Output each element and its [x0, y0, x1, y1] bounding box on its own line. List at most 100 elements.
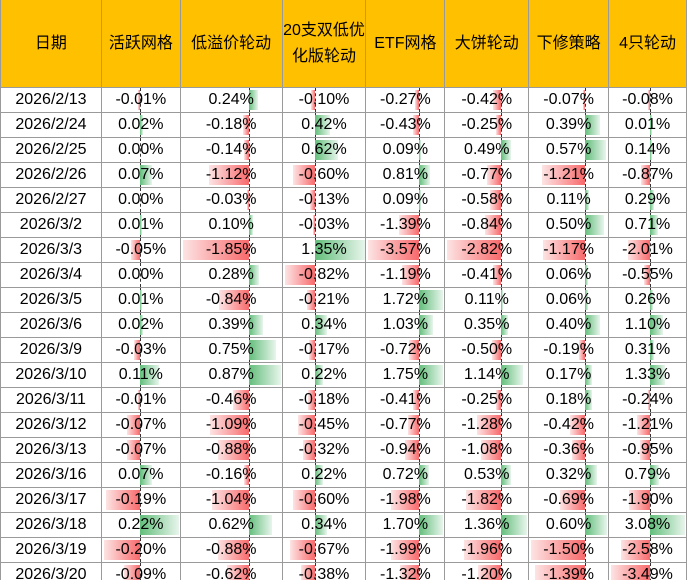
return-cell[interactable]: -0.20%: [100, 537, 181, 563]
return-cell[interactable]: -0.27%: [365, 87, 446, 113]
return-cell[interactable]: -1.04%: [179, 487, 283, 513]
return-cell[interactable]: 0.07%: [100, 462, 181, 488]
return-cell[interactable]: 0.02%: [100, 112, 181, 138]
return-cell[interactable]: 0.71%: [608, 212, 687, 238]
return-cell[interactable]: -0.50%: [444, 337, 530, 363]
return-cell[interactable]: 1.14%: [444, 362, 530, 388]
return-cell[interactable]: 0.00%: [100, 262, 181, 288]
return-cell[interactable]: 0.34%: [281, 312, 367, 338]
return-cell[interactable]: 0.32%: [528, 462, 610, 488]
return-cell[interactable]: 0.11%: [528, 187, 610, 213]
return-cell[interactable]: -0.09%: [100, 562, 181, 580]
return-cell[interactable]: 0.53%: [444, 462, 530, 488]
date-cell[interactable]: 2026/3/5: [0, 287, 102, 313]
return-cell[interactable]: -2.82%: [444, 237, 530, 263]
return-cell[interactable]: -0.18%: [281, 387, 367, 413]
return-cell[interactable]: 0.07%: [100, 162, 181, 188]
return-cell[interactable]: 0.22%: [281, 362, 367, 388]
return-cell[interactable]: -1.85%: [179, 237, 283, 263]
return-cell[interactable]: -1.50%: [528, 537, 610, 563]
return-cell[interactable]: -0.07%: [528, 87, 610, 113]
return-cell[interactable]: 0.60%: [528, 512, 610, 538]
return-cell[interactable]: -0.16%: [179, 462, 283, 488]
return-cell[interactable]: 0.00%: [100, 187, 181, 213]
return-cell[interactable]: -0.14%: [179, 137, 283, 163]
return-cell[interactable]: 0.29%: [608, 187, 687, 213]
header-strategy[interactable]: 下修策略: [528, 0, 610, 88]
return-cell[interactable]: -0.88%: [179, 537, 283, 563]
return-cell[interactable]: -0.19%: [528, 337, 610, 363]
return-cell[interactable]: -0.42%: [528, 412, 610, 438]
return-cell[interactable]: -0.08%: [608, 87, 687, 113]
return-cell[interactable]: -1.09%: [179, 412, 283, 438]
return-cell[interactable]: 0.79%: [608, 462, 687, 488]
return-cell[interactable]: -0.60%: [281, 162, 367, 188]
date-cell[interactable]: 2026/3/3: [0, 237, 102, 263]
return-cell[interactable]: 3.08%: [608, 512, 687, 538]
date-cell[interactable]: 2026/2/25: [0, 137, 102, 163]
return-cell[interactable]: 0.00%: [100, 137, 181, 163]
return-cell[interactable]: -0.07%: [100, 412, 181, 438]
return-cell[interactable]: 1.36%: [444, 512, 530, 538]
return-cell[interactable]: -0.25%: [444, 387, 530, 413]
return-cell[interactable]: -0.82%: [281, 262, 367, 288]
date-cell[interactable]: 2026/3/11: [0, 387, 102, 413]
return-cell[interactable]: 0.49%: [444, 137, 530, 163]
header-strategy[interactable]: 4只轮动: [608, 0, 687, 88]
date-cell[interactable]: 2026/3/13: [0, 437, 102, 463]
return-cell[interactable]: 0.01%: [100, 212, 181, 238]
return-cell[interactable]: 0.01%: [100, 287, 181, 313]
return-cell[interactable]: -0.88%: [179, 437, 283, 463]
return-cell[interactable]: -2.58%: [608, 537, 687, 563]
return-cell[interactable]: 0.09%: [365, 187, 446, 213]
return-cell[interactable]: 0.11%: [100, 362, 181, 388]
header-strategy[interactable]: 20支双低优化版轮动: [281, 0, 367, 88]
return-cell[interactable]: -0.45%: [281, 412, 367, 438]
return-cell[interactable]: -1.28%: [444, 412, 530, 438]
date-cell[interactable]: 2026/3/10: [0, 362, 102, 388]
return-cell[interactable]: -0.77%: [444, 162, 530, 188]
return-cell[interactable]: -1.39%: [528, 562, 610, 580]
return-cell[interactable]: 0.50%: [528, 212, 610, 238]
return-cell[interactable]: 0.87%: [179, 362, 283, 388]
return-cell[interactable]: 0.01%: [608, 112, 687, 138]
return-cell[interactable]: 0.35%: [444, 312, 530, 338]
date-cell[interactable]: 2026/3/6: [0, 312, 102, 338]
return-cell[interactable]: -0.87%: [608, 162, 687, 188]
date-cell[interactable]: 2026/2/13: [0, 87, 102, 113]
return-cell[interactable]: -0.55%: [608, 262, 687, 288]
return-cell[interactable]: 0.02%: [100, 312, 181, 338]
return-cell[interactable]: 0.26%: [608, 287, 687, 313]
date-cell[interactable]: 2026/2/26: [0, 162, 102, 188]
return-cell[interactable]: 0.10%: [179, 212, 283, 238]
header-strategy[interactable]: 活跃网格: [100, 0, 181, 88]
return-cell[interactable]: -1.17%: [528, 237, 610, 263]
return-cell[interactable]: -1.32%: [365, 562, 446, 580]
date-cell[interactable]: 2026/3/4: [0, 262, 102, 288]
return-cell[interactable]: -1.96%: [444, 537, 530, 563]
return-cell[interactable]: -0.58%: [444, 187, 530, 213]
return-cell[interactable]: 1.10%: [608, 312, 687, 338]
return-cell[interactable]: -1.98%: [365, 487, 446, 513]
return-cell[interactable]: 0.17%: [528, 362, 610, 388]
date-cell[interactable]: 2026/3/16: [0, 462, 102, 488]
return-cell[interactable]: -0.32%: [281, 437, 367, 463]
date-cell[interactable]: 2026/3/2: [0, 212, 102, 238]
return-cell[interactable]: -0.03%: [100, 337, 181, 363]
return-cell[interactable]: -0.10%: [281, 87, 367, 113]
return-cell[interactable]: -0.01%: [100, 387, 181, 413]
return-cell[interactable]: -0.84%: [444, 212, 530, 238]
return-cell[interactable]: -1.90%: [608, 487, 687, 513]
date-cell[interactable]: 2026/3/12: [0, 412, 102, 438]
return-cell[interactable]: 0.62%: [281, 137, 367, 163]
return-cell[interactable]: -0.42%: [444, 87, 530, 113]
return-cell[interactable]: -0.41%: [444, 262, 530, 288]
return-cell[interactable]: -0.03%: [281, 212, 367, 238]
return-cell[interactable]: -0.43%: [365, 112, 446, 138]
return-cell[interactable]: -0.25%: [444, 112, 530, 138]
return-cell[interactable]: 1.33%: [608, 362, 687, 388]
return-cell[interactable]: 1.70%: [365, 512, 446, 538]
return-cell[interactable]: -0.38%: [281, 562, 367, 580]
return-cell[interactable]: -0.77%: [365, 412, 446, 438]
return-cell[interactable]: -0.41%: [365, 387, 446, 413]
